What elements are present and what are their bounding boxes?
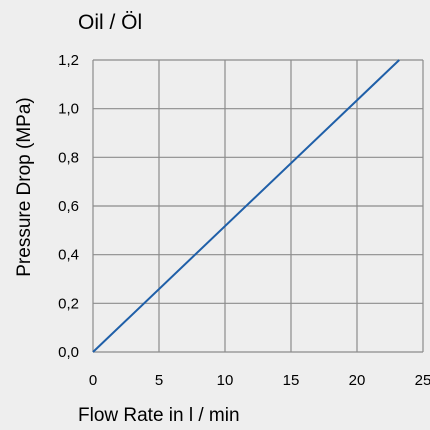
series-layer: [92, 59, 400, 353]
x-tick-labels: 0 5 10 15 20 25: [89, 372, 430, 389]
y-tick-label-2: 0,4: [58, 247, 79, 264]
y-tick-label-6: 1,2: [58, 52, 79, 69]
y-tick-label-5: 1,0: [58, 101, 79, 118]
chart-title: Oil / Öl: [78, 11, 142, 34]
y-axis-title: Pressure Drop (MPa): [14, 97, 35, 277]
y-tick-label-0: 0,0: [58, 344, 79, 361]
x-tick-label-2: 10: [217, 372, 234, 389]
series-line-0: [92, 59, 400, 353]
x-tick-label-3: 15: [283, 372, 300, 389]
x-tick-label-1: 5: [155, 372, 163, 389]
x-tick-label-4: 20: [349, 372, 366, 389]
y-tick-labels: 0,0 0,2 0,4 0,6 0,8 1,0 1,2: [58, 52, 79, 361]
x-tick-label-5: 25: [415, 372, 430, 389]
x-axis-title: Flow Rate in l / min: [78, 405, 240, 426]
y-tick-label-3: 0,6: [58, 198, 79, 215]
grid: [92, 59, 424, 353]
y-tick-label-4: 0,8: [58, 149, 79, 166]
x-tick-label-0: 0: [89, 372, 97, 389]
y-tick-label-1: 0,2: [58, 295, 79, 312]
